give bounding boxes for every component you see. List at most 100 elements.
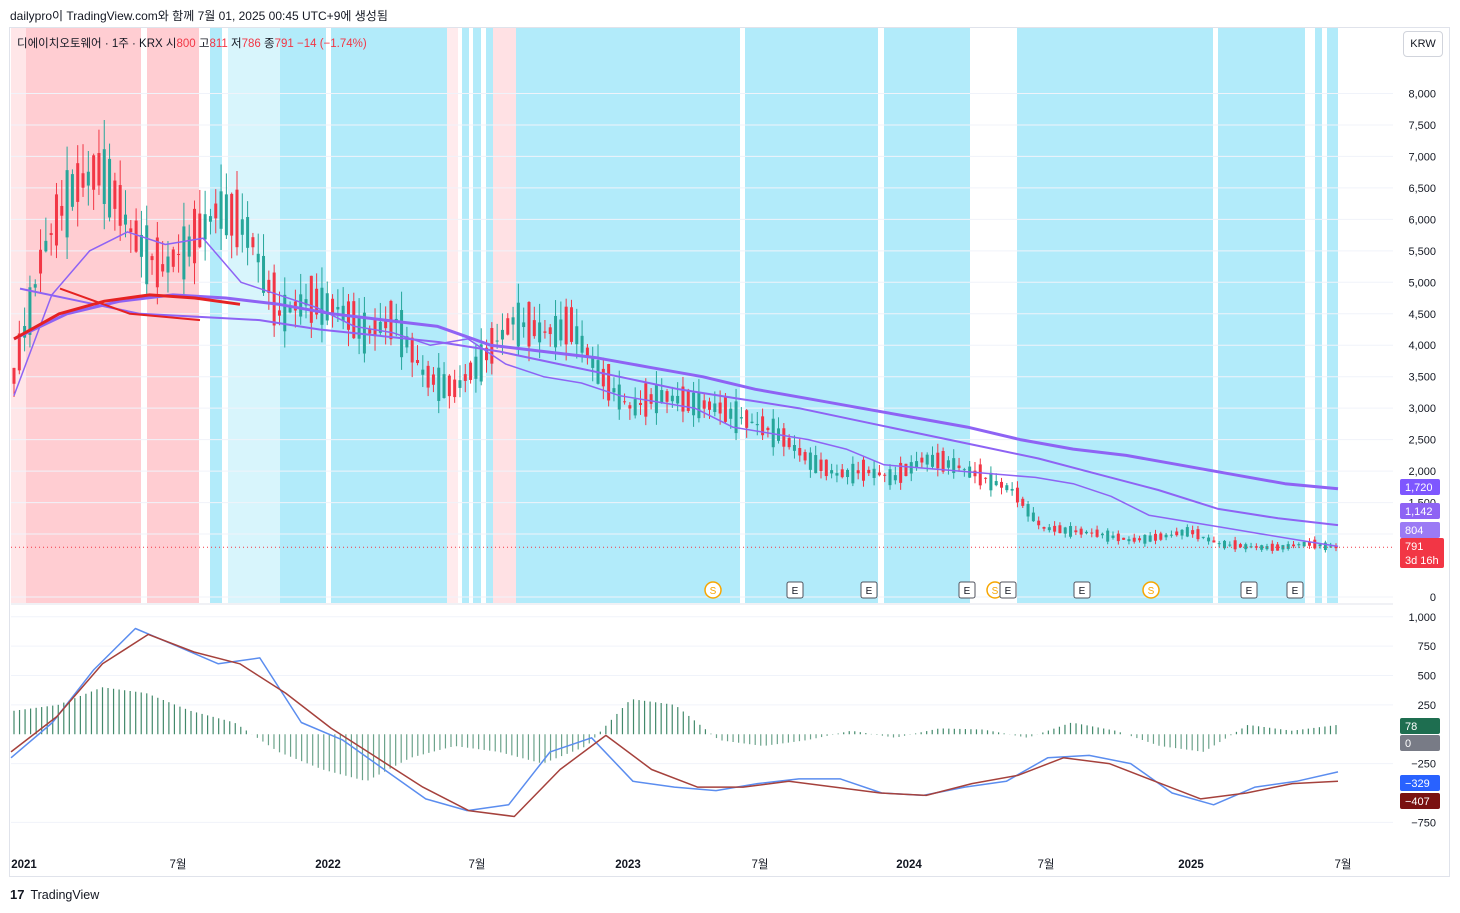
candle-body bbox=[718, 402, 722, 414]
candle-body bbox=[1212, 540, 1216, 543]
candle-body bbox=[304, 299, 308, 306]
macd-tick-label: 500 bbox=[1418, 671, 1436, 683]
background-band bbox=[447, 28, 458, 603]
candle-body bbox=[421, 369, 425, 375]
candle-body bbox=[808, 452, 812, 470]
candle-body bbox=[623, 401, 627, 403]
event-marker-label: S bbox=[1148, 586, 1155, 597]
candle-body bbox=[962, 469, 966, 471]
candle-body bbox=[410, 337, 414, 363]
background-band bbox=[1327, 28, 1338, 603]
ma-mid-price-tag-text: 1,142 bbox=[1405, 506, 1433, 518]
macd-tick-label: 1,000 bbox=[1408, 612, 1436, 624]
macd-tick-label: −750 bbox=[1411, 817, 1436, 829]
candle-body bbox=[362, 312, 366, 354]
candle-body bbox=[522, 322, 526, 328]
candle-body bbox=[617, 384, 621, 410]
macd-price-tag-text: −329 bbox=[1405, 778, 1430, 790]
candle-body bbox=[1047, 527, 1051, 531]
candle-body bbox=[899, 462, 903, 483]
price-tick-label: 4,000 bbox=[1408, 340, 1436, 352]
candle-body bbox=[437, 367, 441, 401]
candle-body bbox=[39, 249, 43, 274]
candle-body bbox=[723, 397, 727, 422]
candle-body bbox=[1164, 534, 1168, 538]
candle-body bbox=[1143, 534, 1147, 544]
event-marker-label: E bbox=[1246, 586, 1253, 597]
candle-body bbox=[946, 460, 950, 468]
candle-body bbox=[76, 163, 80, 202]
ma-short-price-tag bbox=[1400, 522, 1440, 538]
candle-body bbox=[267, 279, 271, 293]
event-marker-label: E bbox=[1005, 586, 1012, 597]
candle-body bbox=[973, 470, 977, 477]
candle-body bbox=[331, 298, 335, 313]
candle-body bbox=[1238, 544, 1242, 548]
candle-body bbox=[283, 294, 287, 332]
earnings-event-icon: E bbox=[1073, 581, 1091, 599]
candle-body bbox=[1169, 534, 1173, 536]
candle-body bbox=[803, 452, 807, 461]
candle-body bbox=[516, 302, 520, 347]
currency-button[interactable]: KRW bbox=[1403, 31, 1443, 57]
candle-body bbox=[1116, 533, 1120, 542]
candle-body bbox=[580, 335, 584, 353]
candle-body bbox=[161, 264, 165, 272]
ma-short-line bbox=[13, 231, 1339, 548]
candle-body bbox=[224, 194, 228, 236]
candle-body bbox=[81, 173, 85, 188]
candle-body bbox=[262, 255, 266, 293]
candle-body bbox=[1207, 537, 1211, 542]
candle-body bbox=[1334, 546, 1338, 549]
candle-body bbox=[187, 236, 191, 257]
candle-body bbox=[591, 356, 595, 368]
ma-long-price-tag bbox=[1400, 479, 1440, 495]
candle-body bbox=[1132, 537, 1136, 542]
candle-body bbox=[256, 253, 260, 263]
candle-body bbox=[1106, 530, 1110, 542]
candle-body bbox=[739, 417, 743, 419]
background-band bbox=[493, 28, 516, 603]
countdown-text: 3d 16h bbox=[1405, 555, 1439, 567]
event-marker-label: E bbox=[866, 586, 873, 597]
price-tick-label: 7,500 bbox=[1408, 120, 1436, 132]
candle-body bbox=[1021, 498, 1025, 506]
earnings-badge bbox=[1286, 581, 1304, 599]
earnings-event-icon: E bbox=[860, 581, 878, 599]
candle-body bbox=[1127, 539, 1131, 542]
signal-price-tag-text: −407 bbox=[1405, 796, 1430, 808]
candle-body bbox=[60, 205, 64, 216]
axis-labels: 8,000 7,500 7,000 6,500 6,000 5,500 5,000 4,500… bbox=[11, 88, 1436, 871]
candle-body bbox=[654, 384, 658, 414]
candle-body bbox=[65, 170, 69, 238]
candle-body bbox=[888, 469, 892, 486]
macd-tick-label: 750 bbox=[1418, 641, 1436, 653]
candle-body bbox=[607, 364, 611, 401]
candle-body bbox=[761, 416, 765, 436]
open-label: 시 bbox=[165, 38, 177, 50]
split-event-icon: S bbox=[704, 581, 722, 599]
candle-body bbox=[1153, 533, 1157, 541]
candle-body bbox=[113, 180, 117, 209]
candle-body bbox=[1063, 527, 1067, 534]
candle-body bbox=[782, 428, 786, 447]
candle-body bbox=[814, 455, 818, 474]
candle-body bbox=[246, 217, 250, 248]
candle-body bbox=[1201, 536, 1205, 538]
candle-body bbox=[511, 317, 515, 325]
candle-body bbox=[665, 391, 669, 402]
candle-body bbox=[86, 171, 90, 186]
high-label: 고 bbox=[198, 38, 210, 50]
signal-price-tag bbox=[1400, 793, 1440, 809]
price-tags: 1,720 1,142 804 791 3d 16h 78 0 −329 −407 bbox=[1400, 479, 1444, 809]
candle-body bbox=[1323, 542, 1327, 551]
candle-body bbox=[1233, 540, 1237, 550]
background-band bbox=[745, 28, 878, 603]
candle-body bbox=[930, 454, 934, 467]
candle-body bbox=[755, 424, 759, 426]
price-tick-label: 5,000 bbox=[1408, 277, 1436, 289]
candle-body bbox=[1276, 544, 1280, 551]
time-tick-label: 7월 bbox=[170, 858, 187, 871]
